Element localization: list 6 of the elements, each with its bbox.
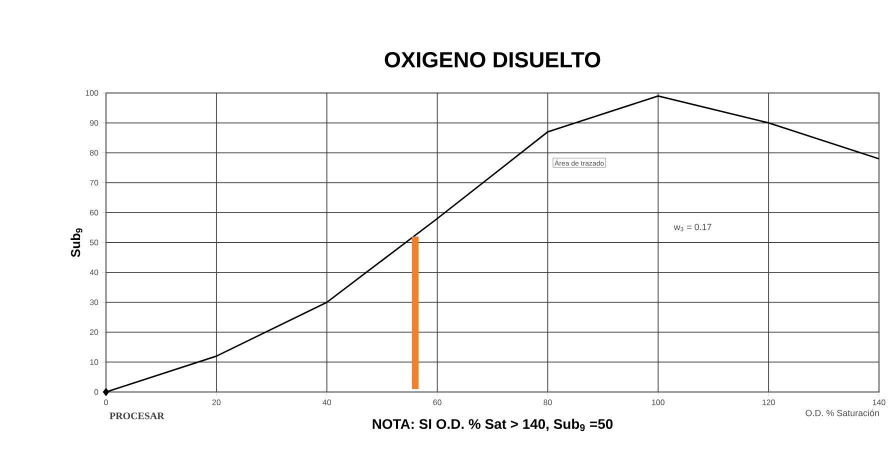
chart-title: OXIGENO DISUELTO <box>384 52 600 68</box>
text: NOTA: SI O.D. % Sat > 140, Sub$_{9}$ =50 <box>372 418 613 432</box>
y-axis-title: Sub$_{9}$ <box>70 228 82 258</box>
annotation: w$_{3}$ = 0.17 <box>674 224 712 232</box>
x-axis-title: O.D. % Saturación <box>806 410 879 416</box>
text: PROCESAR <box>110 412 164 420</box>
